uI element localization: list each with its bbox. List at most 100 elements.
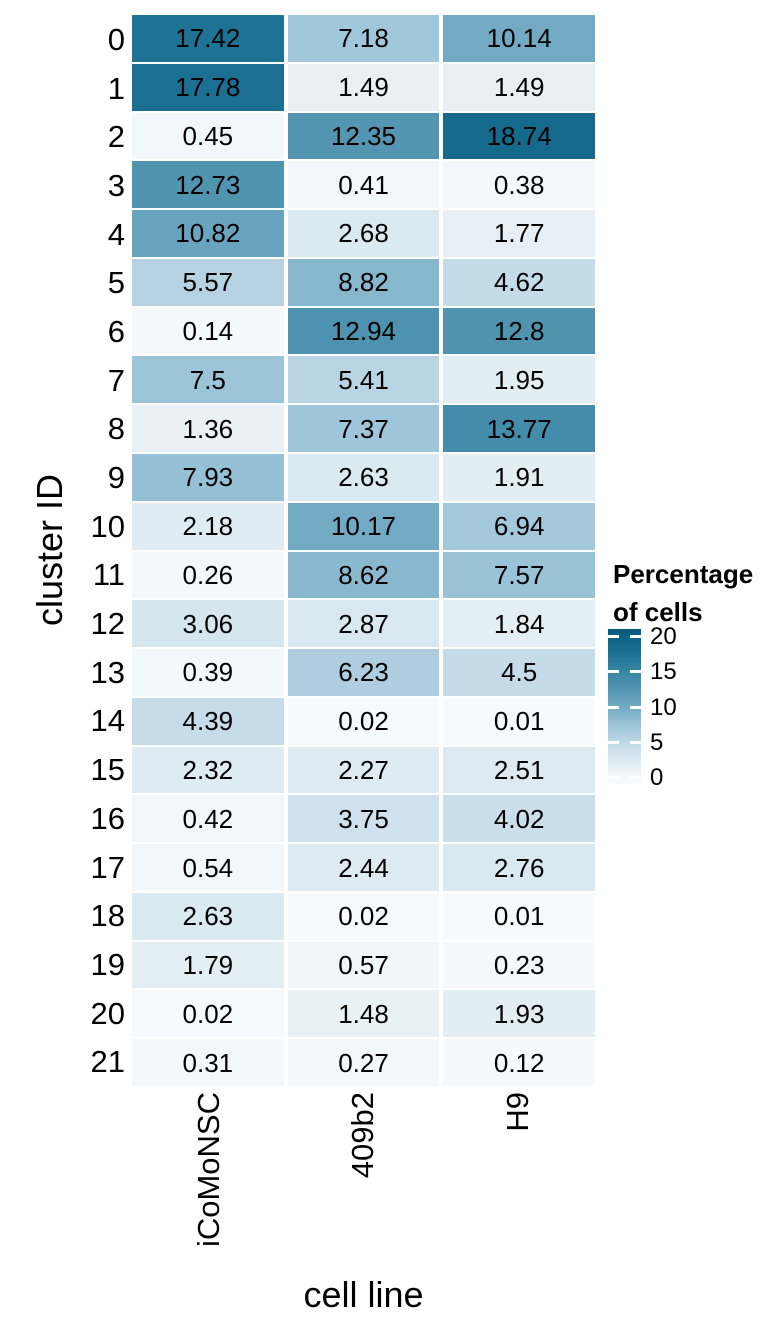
heatmap-cell: 10.17 xyxy=(287,502,440,550)
y-tick-label: 20 xyxy=(90,995,125,1031)
heatmap-cell: 6.23 xyxy=(287,649,440,696)
heatmap-cell: 0.39 xyxy=(132,649,284,696)
y-tick-label: 15 xyxy=(90,752,125,788)
heatmap-cell: 0.57 xyxy=(287,941,440,989)
heatmap-cell: 8.82 xyxy=(287,258,440,306)
y-tick-label: 17 xyxy=(90,849,125,885)
heatmap-cell: 2.68 xyxy=(287,210,440,257)
y-tick-label: 4 xyxy=(107,216,125,252)
y-tick-label: 7 xyxy=(107,362,125,398)
heatmap-cell: 0.31 xyxy=(132,1039,284,1086)
heatmap-cell: 0.01 xyxy=(443,892,595,940)
heatmap-cell: 2.27 xyxy=(287,746,440,794)
heatmap-cell: 4.62 xyxy=(443,258,595,306)
heatmap-cell: 0.14 xyxy=(132,307,284,355)
heatmap-cell: 1.79 xyxy=(132,941,284,989)
heatmap-cell: 0.02 xyxy=(287,892,440,940)
y-tick-label: 12 xyxy=(90,606,125,642)
legend-colorbar-area: 20 15 10 5 0 xyxy=(608,624,677,790)
heatmap-cell: 0.41 xyxy=(287,161,440,209)
heatmap-cell: 1.91 xyxy=(443,453,595,501)
legend-title: Percentage of cells xyxy=(613,559,754,627)
legend-tick-mark xyxy=(630,634,641,638)
legend-tick-mark xyxy=(608,670,619,674)
legend-tick-label: 10 xyxy=(650,693,677,721)
heatmap-cell: 5.41 xyxy=(287,356,440,404)
heatmap-cell: 7.57 xyxy=(443,551,595,599)
x-axis-tick-labels: iCoMoNSC 409b2 H9 xyxy=(132,1092,595,1267)
heatmap-cell: 0.54 xyxy=(132,844,284,891)
heatmap-cell: 12.73 xyxy=(132,161,284,209)
heatmap-cell: 10.14 xyxy=(443,15,595,62)
heatmap-cell: 0.01 xyxy=(443,697,595,745)
heatmap-grid: 17.42 7.18 10.14 17.78 1.49 1.49 0.45 12.35 18.7… xyxy=(132,15,595,1086)
heatmap-cell: 0.02 xyxy=(132,990,284,1038)
heatmap-cell: 8.62 xyxy=(287,551,440,599)
heatmap-cell: 7.93 xyxy=(132,453,284,501)
y-tick-label: 19 xyxy=(90,946,125,982)
y-tick-label: 0 xyxy=(107,21,125,57)
legend-tick-mark xyxy=(630,776,641,780)
heatmap-cell: 3.75 xyxy=(287,795,440,843)
y-tick-label: 3 xyxy=(107,167,125,203)
legend-tick-mark xyxy=(630,705,641,709)
heatmap-cell: 2.32 xyxy=(132,746,284,794)
heatmap-cell: 0.42 xyxy=(132,795,284,843)
heatmap-cell: 1.84 xyxy=(443,600,595,648)
legend-tick-mark xyxy=(608,705,619,709)
legend-tick-label: 0 xyxy=(650,764,664,792)
heatmap-cell: 18.74 xyxy=(443,112,595,160)
y-tick-label: 11 xyxy=(92,557,125,593)
x-tick-label: iCoMoNSC xyxy=(191,1092,227,1248)
heatmap-cell: 2.51 xyxy=(443,746,595,794)
y-axis-tick-labels: 0 1 2 3 4 5 6 7 8 9 10 11 12 13 14 15 16 17 18 19 20 21 xyxy=(53,15,125,1086)
legend-tick-mark xyxy=(630,741,641,745)
legend-tick-mark xyxy=(608,776,619,780)
heatmap-cell: 2.44 xyxy=(287,844,440,891)
y-tick-label: 6 xyxy=(107,313,125,349)
heatmap-cell: 4.39 xyxy=(132,697,284,745)
heatmap-cell: 12.8 xyxy=(443,307,595,355)
x-tick-label: 409b2 xyxy=(345,1092,381,1179)
heatmap-cell: 2.63 xyxy=(132,892,284,940)
legend-tick-mark xyxy=(608,741,619,745)
heatmap-cell: 0.12 xyxy=(443,1039,595,1086)
y-tick-label: 16 xyxy=(90,800,125,836)
y-tick-label: 14 xyxy=(90,703,125,739)
heatmap-cell: 7.18 xyxy=(287,15,440,62)
legend-tick-mark xyxy=(608,634,619,638)
heatmap-cell: 1.77 xyxy=(443,210,595,257)
y-tick-label: 9 xyxy=(107,460,125,496)
y-tick-label: 5 xyxy=(107,265,125,301)
heatmap-cell: 0.23 xyxy=(443,941,595,989)
heatmap-cell: 12.94 xyxy=(287,307,440,355)
heatmap-cell: 7.5 xyxy=(132,356,284,404)
heatmap-cell: 2.18 xyxy=(132,502,284,550)
legend: Percentage of cells 20 15 10 5 0 xyxy=(608,555,766,790)
y-tick-label: 21 xyxy=(90,1044,125,1080)
heatmap-cell: 4.5 xyxy=(443,649,595,696)
heatmap-cell: 5.57 xyxy=(132,258,284,306)
heatmap-cell: 1.49 xyxy=(443,63,595,111)
heatmap-cell: 2.63 xyxy=(287,453,440,501)
heatmap-cell: 0.26 xyxy=(132,551,284,599)
legend-tick-mark xyxy=(630,670,641,674)
heatmap-cell: 2.87 xyxy=(287,600,440,648)
x-tick-label: H9 xyxy=(499,1092,535,1132)
heatmap-cell: 7.37 xyxy=(287,405,440,452)
legend-tick-label: 20 xyxy=(650,622,677,650)
heatmap-cell: 0.27 xyxy=(287,1039,440,1086)
heatmap-cell: 13.77 xyxy=(443,405,595,452)
heatmap-cell: 1.93 xyxy=(443,990,595,1038)
legend-tick-label: 15 xyxy=(650,658,677,686)
heatmap-cell: 12.35 xyxy=(287,112,440,160)
heatmap-cell: 2.76 xyxy=(443,844,595,891)
heatmap-cell: 0.02 xyxy=(287,697,440,745)
heatmap-cell: 4.02 xyxy=(443,795,595,843)
heatmap-cell: 0.45 xyxy=(132,112,284,160)
heatmap-cell: 0.38 xyxy=(443,161,595,209)
heatmap-cell: 1.49 xyxy=(287,63,440,111)
heatmap-cell: 17.42 xyxy=(132,15,284,62)
y-tick-label: 2 xyxy=(107,119,125,155)
